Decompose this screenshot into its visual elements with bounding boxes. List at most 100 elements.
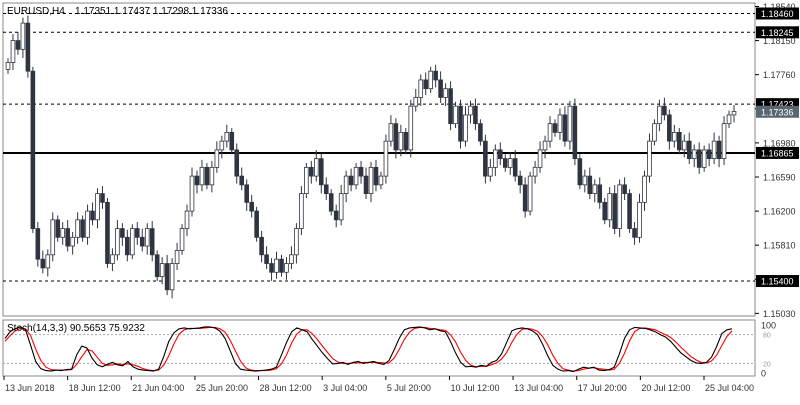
candle-body — [552, 123, 558, 133]
candle-body — [209, 166, 215, 186]
candle-body — [612, 193, 617, 229]
time-tick-label: 5 Jul 20:00 — [387, 383, 431, 393]
candle-body — [423, 79, 428, 90]
ohlc-quote: 1.17351 1.17437 1.17298 1.17336 — [75, 6, 228, 17]
price-tick-label: 1.18540 — [763, 2, 796, 12]
candle-body — [309, 166, 314, 177]
candle-body — [299, 193, 304, 229]
candle-body — [463, 114, 468, 142]
candle-body — [502, 158, 508, 168]
time-tick-label: 17 Jul 20:00 — [578, 383, 627, 393]
candle-body — [428, 70, 433, 90]
candle-body — [393, 123, 399, 151]
candle-body — [632, 228, 637, 238]
candle-body — [25, 22, 31, 72]
candle-body — [45, 254, 51, 269]
time-tick-label: 25 Jun 20:00 — [196, 383, 248, 393]
candle-body — [512, 158, 518, 177]
candle-body — [353, 166, 359, 186]
candle-body — [691, 149, 697, 160]
candle-body — [159, 263, 165, 278]
candle-body — [50, 219, 56, 256]
candle-body — [80, 219, 85, 238]
candle-body — [15, 40, 21, 50]
candle-body — [443, 88, 448, 98]
price-tick-label: 1.15030 — [763, 309, 796, 319]
candle-body — [672, 131, 677, 142]
time-tick-label: 18 Jun 12:00 — [69, 383, 121, 393]
current-price-label: 1.17336 — [761, 107, 794, 117]
candle-body — [378, 175, 384, 186]
candle-body — [667, 114, 672, 142]
candle-body — [110, 254, 115, 264]
candle-body — [214, 149, 220, 168]
candle-body — [637, 201, 642, 238]
stoch-level-label: 80 — [763, 333, 771, 340]
stoch-tick-label: 100 — [761, 321, 776, 331]
candle-body — [497, 149, 503, 160]
candle-body — [642, 175, 647, 203]
candle-body — [721, 123, 727, 160]
main-pane[interactable] — [2, 2, 756, 317]
candles — [5, 15, 737, 299]
main-pane-border — [2, 2, 756, 317]
candle-body — [726, 114, 732, 125]
candle-body — [343, 175, 349, 194]
candle-body — [388, 123, 394, 142]
candle-body — [731, 111, 737, 116]
candle-body — [169, 263, 175, 291]
stoch-tick-label: 0 — [761, 369, 766, 379]
candle-body — [229, 131, 235, 151]
candle-body — [179, 228, 185, 251]
time-axis: 13 Jun 2018 18 Jun 12:00 21 Jun 04:00 25 Ju… — [3, 376, 754, 393]
candle-body — [587, 175, 593, 194]
level-lines — [3, 12, 755, 282]
candle-body — [314, 158, 319, 177]
candle-body — [134, 228, 140, 238]
candle-body — [662, 105, 667, 116]
candle-body — [527, 175, 533, 212]
candle-body — [55, 219, 61, 238]
candle-body — [507, 158, 513, 168]
candle-body — [652, 123, 657, 142]
candle-body — [264, 254, 269, 264]
candle-body — [358, 166, 364, 177]
price-axis: 1.185401.181501.177601.173701.169801.165… — [755, 2, 799, 319]
candle-body — [592, 184, 598, 194]
stochastic-lines: 80 20 100 0 — [3, 321, 776, 379]
candle-body — [244, 184, 249, 203]
time-tick-label: 13 Jun 2018 — [5, 383, 55, 393]
candle-body — [383, 140, 389, 177]
candle-body — [622, 184, 627, 194]
level-price-label: 1.18245 — [761, 28, 794, 38]
candle-body — [304, 166, 309, 194]
time-tick-label: 25 Jul 04:00 — [705, 383, 754, 393]
current-price-box — [756, 105, 799, 118]
candle-body — [189, 175, 195, 212]
candle-body — [398, 131, 404, 151]
candle-body — [284, 263, 289, 273]
level-price-box — [756, 7, 799, 20]
candle-body — [35, 228, 41, 260]
candle-body — [219, 140, 225, 151]
candle-body — [323, 184, 329, 194]
price-tick-label: 1.18150 — [763, 36, 796, 46]
candle-body — [149, 228, 155, 256]
level-price-label: 1.18460 — [761, 9, 794, 19]
candle-body — [647, 140, 652, 177]
price-tick-label: 1.15810 — [763, 241, 796, 251]
time-tick-label: 20 Jul 12:00 — [641, 383, 690, 393]
candle-body — [328, 193, 334, 212]
candle-body — [139, 236, 145, 247]
candle-body — [706, 149, 712, 160]
candle-body — [537, 149, 543, 168]
level-price-box — [756, 146, 799, 159]
candle-body — [716, 140, 722, 160]
candle-body — [40, 258, 46, 269]
candle-body — [522, 184, 528, 212]
time-tick-label: 13 Jul 04:00 — [514, 383, 563, 393]
level-price-label: 1.16865 — [761, 148, 794, 158]
level-price-label: 1.17423 — [761, 100, 794, 110]
candle-body — [448, 88, 453, 125]
